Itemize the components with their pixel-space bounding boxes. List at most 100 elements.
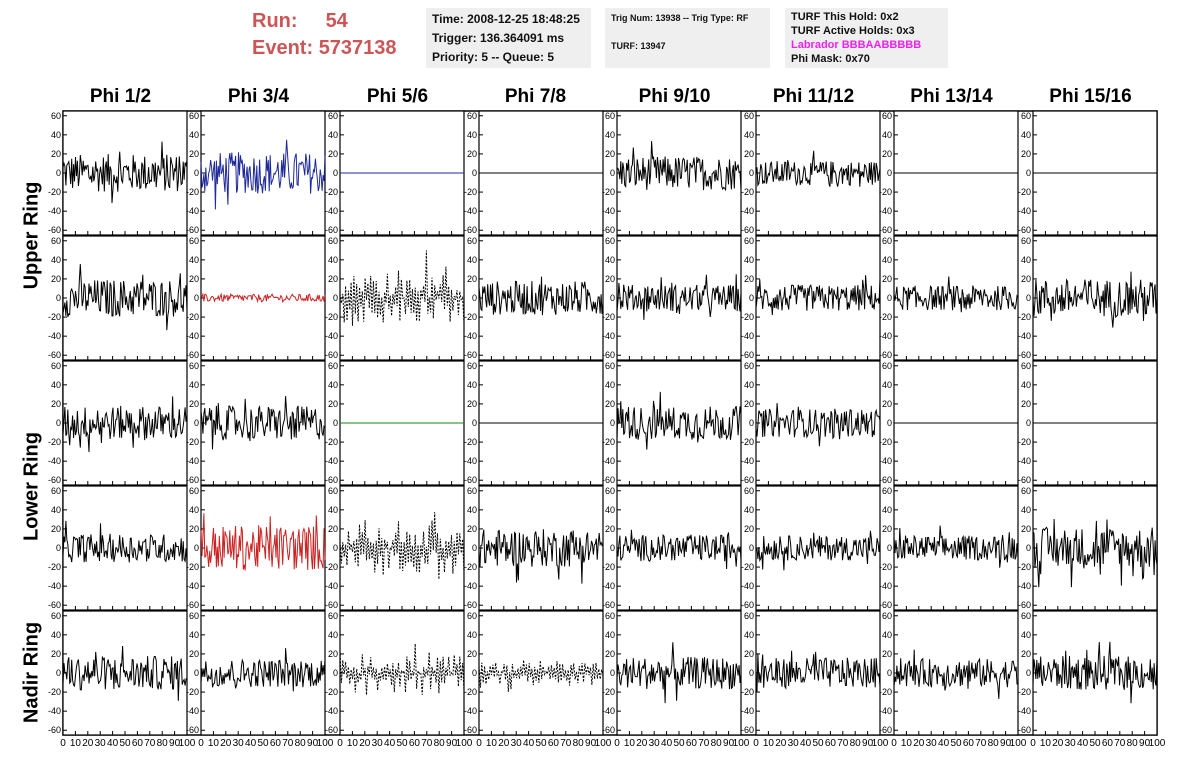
y-tick-label: 0 [749,668,754,678]
y-tick-label: 0 [887,293,892,303]
waveform-panel: -60 -40 -20 0 20 40 60 [325,610,465,736]
x-tick-label: 60 [686,738,698,749]
y-tick-label: -40 [602,206,615,216]
x-tick-label: 0 [1030,738,1036,749]
y-tick-label: -60 [325,600,338,610]
waveform-trace [200,513,326,571]
y-tick-label: -20 [464,187,477,197]
x-tick-label: 80 [573,738,585,749]
waveform-panel: -60 -40 -20 0 20 40 60 [741,610,881,736]
y-tick-label: 20 [328,524,338,534]
waveform-trace [616,391,742,450]
y-tick-label: -60 [602,475,615,485]
waveform-panel: -60 -40 -20 0 20 40 60 [879,610,1019,736]
y-tick-label: 20 [1021,399,1031,409]
y-tick-label: -40 [325,206,338,216]
waveform-trace [200,139,326,210]
y-tick-label: 20 [1021,649,1031,659]
y-tick-label: -20 [879,187,892,197]
x-tick-label: 30 [95,738,107,749]
y-tick-label: 0 [887,168,892,178]
y-tick-label: 40 [882,505,892,515]
waveform-trace [200,292,326,304]
waveform-panel: -60 -40 -20 0 20 40 60 [741,110,881,236]
waveform-trace [1032,641,1158,704]
waveform-panel: -60 -40 -20 0 20 40 60 [464,485,604,611]
y-tick-label: -60 [602,600,615,610]
y-tick-label: -60 [741,725,754,735]
waveform-trace [616,141,742,192]
y-tick-label: 20 [605,149,615,159]
y-tick-label: 20 [189,149,199,159]
y-tick-label: 60 [744,486,754,496]
y-tick-label: 0 [56,668,61,678]
y-tick-label: -60 [186,475,199,485]
x-tick-label: 60 [409,738,421,749]
y-tick-label: 20 [51,524,61,534]
y-tick-label: -60 [48,475,61,485]
waveform-panel: -60 -40 -20 0 20 40 60 [48,360,188,486]
x-tick-label: 20 [913,738,925,749]
y-tick-label: -20 [186,187,199,197]
waveform-panel: -60 -40 -20 0 20 40 60 [602,485,742,611]
waveform-trace [200,396,326,450]
y-tick-label: -60 [186,225,199,235]
y-tick-label: 40 [51,130,61,140]
x-tick-label: 70 [1114,738,1126,749]
y-tick-label: 60 [51,611,61,621]
y-tick-label: 60 [744,611,754,621]
y-tick-label: 60 [51,486,61,496]
y-tick-label: 60 [467,611,477,621]
y-tick-label: 0 [610,543,615,553]
y-tick-label: 40 [328,380,338,390]
waveform-panel: -60 -40 -20 0 20 40 60 [741,235,881,361]
y-tick-label: 0 [472,668,477,678]
y-tick-label: 60 [51,361,61,371]
y-tick-label: -60 [1018,725,1031,735]
waveform-trace [478,529,604,584]
column-header-phi-9-10: Phi 9/10 [638,86,711,107]
x-tick-label: 80 [434,738,446,749]
x-tick-label: 0 [60,738,66,749]
waveform-trace [755,403,881,447]
x-tick-label: 20 [220,738,232,749]
waveform-panel: -60 -40 -20 0 20 40 60 [1018,485,1158,611]
x-tick-label: 40 [245,738,257,749]
x-tick-label: 10 [624,738,636,749]
y-tick-label: -40 [1018,706,1031,716]
x-tick-label: 20 [82,738,94,749]
waveform-trace [616,274,742,320]
x-tick-label: 30 [926,738,938,749]
y-tick-label: -40 [325,581,338,591]
panel-frame [755,235,881,361]
y-tick-label: -40 [741,581,754,591]
y-tick-label: 20 [1021,149,1031,159]
y-tick-label: -40 [48,206,61,216]
y-tick-label: 60 [1021,236,1031,246]
y-tick-label: 0 [194,293,199,303]
waveform-panel: -60 -40 -20 0 20 40 60 [879,235,1019,361]
y-tick-label: -40 [879,331,892,341]
y-tick-label: -60 [879,475,892,485]
y-tick-label: 60 [882,361,892,371]
y-tick-label: 60 [328,486,338,496]
y-tick-label: 40 [1021,255,1031,265]
x-tick-label: 20 [498,738,510,749]
y-tick-label: -20 [602,687,615,697]
x-tick-label: 10 [901,738,913,749]
waveform-trace [62,396,188,453]
y-tick-label: 20 [744,274,754,284]
y-tick-label: 20 [744,649,754,659]
x-tick-label: 60 [963,738,975,749]
y-tick-label: -40 [325,706,338,716]
x-tick-label: 40 [938,738,950,749]
y-tick-label: -60 [879,725,892,735]
column-header-phi-7-8: Phi 7/8 [504,86,567,107]
x-tick-label: 100 [595,738,612,749]
y-tick-label: 60 [744,361,754,371]
time-text: Time: 2008-12-25 18:48:25 [432,12,580,26]
x-tick-label: 40 [661,738,673,749]
y-tick-label: 0 [472,293,477,303]
y-tick-label: 60 [1021,111,1031,121]
